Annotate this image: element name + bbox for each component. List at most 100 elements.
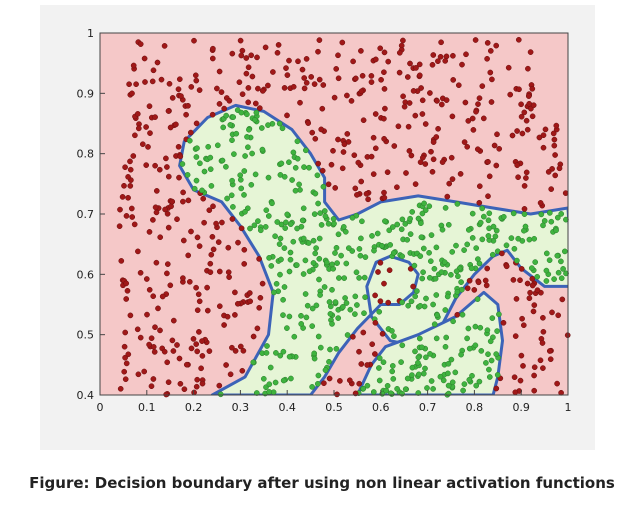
data-point-green (327, 346, 333, 353)
data-point-green (402, 386, 409, 393)
data-point-red (229, 216, 236, 222)
data-point-red (422, 121, 429, 127)
data-point-green (345, 245, 352, 251)
data-point-red (146, 286, 153, 293)
data-point-green (193, 154, 200, 160)
data-point-green (294, 138, 301, 145)
data-point-red (418, 85, 424, 91)
data-point-green (521, 211, 528, 217)
data-point-green (220, 124, 227, 131)
data-point-red (127, 312, 134, 319)
data-point-red (119, 194, 126, 200)
data-point-red (405, 123, 412, 130)
data-point-red (464, 285, 471, 292)
data-point-green (241, 168, 248, 174)
data-point-red (485, 193, 491, 200)
data-point-green (300, 235, 307, 242)
data-point-red (126, 81, 132, 88)
data-point-red (185, 197, 192, 204)
data-point-red (196, 243, 203, 249)
data-point-green (347, 306, 354, 313)
data-point-red (192, 72, 199, 79)
data-point-red (239, 47, 246, 54)
data-point-green (496, 311, 502, 318)
data-point-red (462, 99, 469, 106)
data-point-green (477, 219, 484, 226)
data-point-red (284, 72, 291, 78)
data-point-red (493, 162, 500, 169)
data-point-red (407, 60, 413, 67)
data-point-red (358, 178, 365, 185)
data-point-red (194, 376, 201, 383)
data-point-red (448, 154, 455, 161)
data-point-green (299, 217, 306, 224)
data-point-red (196, 298, 203, 305)
data-point-red (546, 348, 553, 354)
data-point-red (123, 280, 130, 287)
data-point-green (278, 160, 285, 167)
data-point-red (521, 109, 528, 116)
data-point-green (445, 221, 452, 228)
y-tick-label: 1 (87, 27, 94, 40)
data-point-green (465, 325, 472, 332)
x-tick-label: 0.7 (419, 401, 437, 414)
data-point-red (208, 251, 215, 258)
data-point-red (129, 214, 136, 220)
data-point-green (316, 255, 323, 262)
data-point-green (376, 365, 382, 371)
data-point-red (476, 199, 483, 206)
data-point-red (435, 58, 441, 65)
data-point-red (308, 74, 315, 80)
data-point-red (491, 142, 498, 149)
data-point-red (167, 124, 174, 131)
data-point-red (209, 233, 216, 240)
data-point-green (343, 300, 350, 306)
data-point-red (123, 213, 130, 219)
data-point-green (445, 360, 452, 367)
data-point-red (518, 101, 524, 108)
data-point-red (525, 65, 531, 72)
data-point-green (472, 342, 479, 349)
data-point-green (277, 352, 284, 359)
data-point-red (339, 165, 346, 172)
data-point-green (278, 256, 284, 263)
data-point-green (314, 380, 321, 387)
data-point-red (350, 58, 356, 65)
data-point-red (419, 111, 426, 117)
data-point-green (423, 354, 429, 361)
data-point-green (465, 227, 472, 233)
data-point-green (329, 321, 335, 327)
data-point-red (117, 385, 124, 392)
data-point-green (349, 214, 356, 221)
data-point-red (372, 145, 379, 152)
data-point-red (369, 341, 376, 348)
data-point-green (494, 372, 501, 378)
data-point-green (408, 298, 415, 305)
data-point-red (150, 376, 157, 382)
data-point-green (466, 376, 473, 383)
data-point-green (331, 220, 337, 227)
data-point-red (240, 347, 247, 354)
data-point-red (193, 341, 200, 347)
data-point-green (433, 335, 440, 342)
data-point-green (423, 295, 429, 302)
data-point-green (340, 224, 347, 230)
data-point-red (180, 198, 186, 205)
data-point-green (472, 323, 479, 330)
data-point-red (153, 188, 160, 194)
data-point-red (476, 95, 483, 102)
data-point-red (476, 183, 483, 190)
data-point-green (534, 273, 541, 280)
data-point-red (430, 139, 437, 145)
data-point-green (264, 343, 270, 349)
data-point-green (335, 315, 342, 321)
data-point-red (551, 142, 558, 149)
data-point-red (256, 304, 263, 311)
data-point-green (260, 375, 267, 382)
data-point-red (206, 348, 213, 354)
data-point-green (487, 338, 494, 345)
data-point-green (245, 144, 251, 151)
data-point-red (483, 282, 490, 289)
data-point-green (551, 276, 557, 282)
data-point-red (520, 322, 527, 329)
